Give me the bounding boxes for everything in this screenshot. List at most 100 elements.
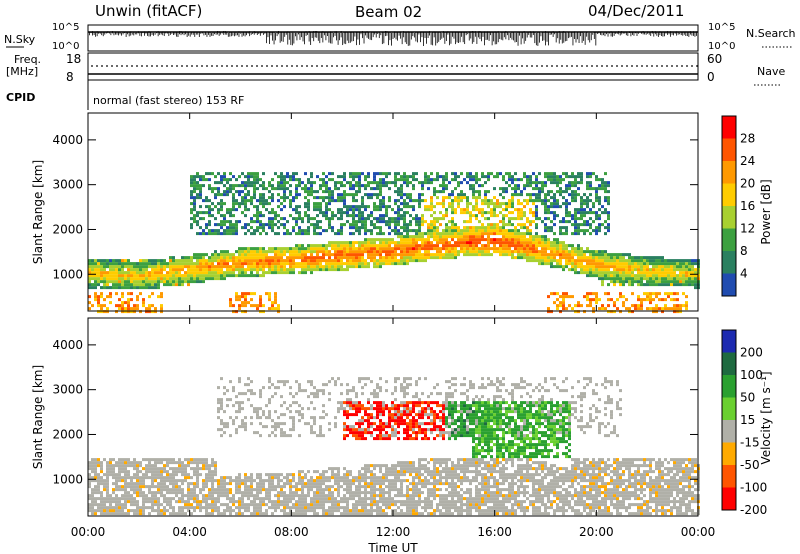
- power-cell: [604, 250, 607, 254]
- power-cell: [520, 256, 523, 260]
- power-cell: [244, 184, 247, 188]
- velocity-cell: [100, 479, 103, 483]
- power-cell: [349, 193, 352, 197]
- velocity-cell: [100, 509, 103, 513]
- velocity-cell: [241, 506, 244, 510]
- power-cell: [298, 250, 301, 254]
- power-cell: [469, 253, 472, 257]
- power-cell: [232, 229, 235, 233]
- power-cell: [376, 238, 379, 242]
- power-cell: [412, 259, 415, 263]
- power-cell: [121, 265, 124, 269]
- velocity-cell: [220, 428, 223, 432]
- power-cell: [565, 229, 568, 233]
- power-cell: [430, 205, 433, 209]
- velocity-cell: [193, 482, 196, 486]
- power-cell: [529, 199, 532, 203]
- velocity-cell: [151, 473, 154, 477]
- power-cell: [190, 262, 193, 266]
- power-cell: [136, 283, 139, 287]
- power-cell: [262, 214, 265, 218]
- power-cell: [367, 238, 370, 242]
- power-cell: [235, 223, 238, 227]
- power-cell: [430, 223, 433, 227]
- power-cell: [445, 211, 448, 215]
- power-cell: [670, 307, 673, 311]
- power-cell: [451, 202, 454, 206]
- power-cell: [472, 238, 475, 242]
- velocity-cell: [232, 509, 235, 513]
- power-cell: [595, 274, 598, 278]
- velocity-cell: [139, 464, 142, 468]
- power-cell: [559, 178, 562, 182]
- power-cell: [376, 265, 379, 269]
- velocity-cell: [229, 512, 232, 516]
- power-cell: [571, 259, 574, 263]
- velocity-cell: [88, 494, 91, 498]
- power-cell: [190, 256, 193, 260]
- power-cell: [334, 181, 337, 185]
- power-cell: [415, 199, 418, 203]
- power-cell: [688, 271, 691, 275]
- power-cell: [694, 283, 697, 287]
- velocity-cell: [169, 506, 172, 510]
- power-cell: [142, 283, 145, 287]
- velocity-cell: [184, 473, 187, 477]
- power-cell: [244, 253, 247, 257]
- power-cell: [346, 268, 349, 272]
- power-cell: [160, 274, 163, 278]
- power-cell: [250, 217, 253, 221]
- power-cell: [499, 211, 502, 215]
- velocity-cell: [169, 488, 172, 492]
- nave-sample: [671, 65, 673, 67]
- velocity-cell: [91, 494, 94, 498]
- power-cell: [268, 295, 271, 299]
- power-cell: [334, 259, 337, 263]
- power-cell: [310, 175, 313, 179]
- power-cell: [571, 190, 574, 194]
- power-cell: [205, 259, 208, 263]
- power-cell: [514, 178, 517, 182]
- power-cell: [349, 184, 352, 188]
- velocity-cell: [238, 404, 241, 408]
- velocity-cell: [235, 500, 238, 504]
- power-cell: [496, 232, 499, 236]
- velocity-cell: [217, 506, 220, 510]
- power-cell: [226, 232, 229, 236]
- power-cell: [160, 310, 163, 314]
- power-cell: [235, 274, 238, 278]
- power-cell: [535, 235, 538, 239]
- power-cell: [592, 265, 595, 269]
- power-cell: [202, 184, 205, 188]
- power-cell: [508, 175, 511, 179]
- power-cell: [337, 256, 340, 260]
- power-cell: [202, 229, 205, 233]
- power-cell: [568, 214, 571, 218]
- power-cell: [121, 274, 124, 278]
- velocity-cell: [235, 395, 238, 399]
- power-cell: [229, 232, 232, 236]
- power-cell: [193, 217, 196, 221]
- power-cell: [160, 271, 163, 275]
- power-cell: [397, 229, 400, 233]
- power-cell: [511, 199, 514, 203]
- power-cell: [463, 193, 466, 197]
- velocity-cell: [241, 512, 244, 516]
- velocity-cell: [136, 503, 139, 507]
- power-cell: [253, 175, 256, 179]
- power-cell: [451, 226, 454, 230]
- power-cell: [268, 226, 271, 230]
- power-cell: [499, 220, 502, 224]
- power-cell: [544, 238, 547, 242]
- power-cell: [178, 283, 181, 287]
- velocity-cell: [142, 506, 145, 510]
- velocity-cell: [154, 464, 157, 468]
- power-cell: [556, 199, 559, 203]
- power-cell: [259, 184, 262, 188]
- power-cell: [457, 229, 460, 233]
- power-cell: [565, 232, 568, 236]
- power-cell: [496, 172, 499, 176]
- power-cell: [493, 187, 496, 191]
- power-cell: [196, 253, 199, 257]
- power-cell: [379, 244, 382, 248]
